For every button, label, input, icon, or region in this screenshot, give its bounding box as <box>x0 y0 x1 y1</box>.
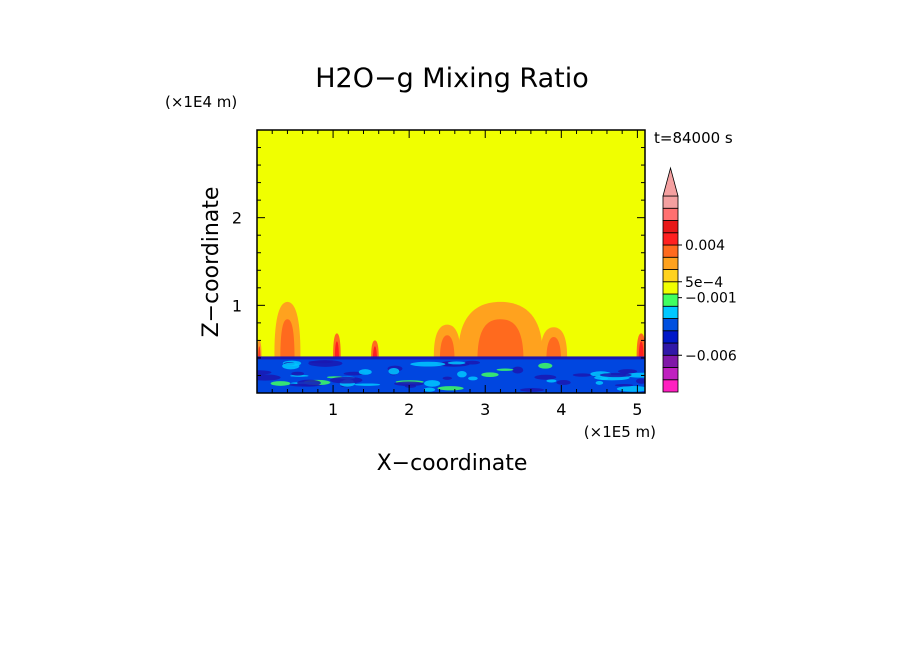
boundary-layer-streak <box>423 387 436 392</box>
boundary-layer-streak <box>538 362 553 369</box>
plume-core-6 <box>546 337 562 360</box>
colorbar-level <box>662 244 679 258</box>
boundary-layer-streak <box>468 376 478 381</box>
colorbar-label: 0.004 <box>685 238 725 254</box>
colorbar: 0.004 5e−4−0.001 −0.006 <box>662 166 737 393</box>
colorbar-level <box>662 256 679 270</box>
y-scale-label: (×1E4 m) <box>165 93 237 111</box>
colorbar-level <box>662 318 679 332</box>
boundary-layer-streak <box>354 383 381 386</box>
boundary-layer-streak <box>442 376 453 380</box>
colorbar-level <box>662 220 679 234</box>
colorbar-level <box>662 379 679 393</box>
boundary-layer-streak <box>599 377 609 380</box>
x-tick-label: 5 <box>632 400 642 419</box>
boundary-layer-streak <box>358 369 372 375</box>
boundary-layer-streak <box>635 378 645 384</box>
plot-frame <box>256 129 646 394</box>
x-axis-label: X−coordinate <box>377 451 528 476</box>
chart-title: H2O−g Mixing Ratio <box>315 63 589 94</box>
y-tick-label: 2 <box>232 209 242 228</box>
boundary-layer-streak <box>625 372 645 378</box>
colorbar-level <box>662 305 679 319</box>
boundary-layer-streak <box>599 372 632 378</box>
colorbar-level <box>662 281 679 295</box>
x-tick-label: 1 <box>328 400 338 419</box>
boundary-layer-streak <box>496 368 514 371</box>
colorbar-label: −0.001 <box>685 291 737 307</box>
boundary-layer-streak <box>424 380 441 387</box>
colorbar-extend-arrow <box>662 166 679 197</box>
boundary-layer-streak <box>572 373 592 377</box>
colorbar-level <box>662 195 679 209</box>
boundary-layer-streak <box>512 366 524 374</box>
colorbar-level <box>662 269 679 283</box>
boundary-layer-streak <box>556 380 571 385</box>
colorbar-level <box>662 207 679 221</box>
colorbar-level <box>662 342 679 356</box>
y-axis-label: Z−coordinate <box>199 187 224 338</box>
boundary-layer-streak <box>457 370 467 378</box>
boundary-layer-streak <box>270 381 291 386</box>
boundary-layer-streak <box>257 374 281 381</box>
boundary-layer-streak <box>308 360 334 364</box>
boundary-layer-streak <box>404 384 417 388</box>
colorbar-label: −0.006 <box>685 348 737 364</box>
colorbar-level <box>662 367 679 381</box>
boundary-layer-streak <box>616 386 645 392</box>
plume-core-1 <box>280 319 295 360</box>
colorbar-level <box>662 232 679 246</box>
x-tick-label: 4 <box>556 400 566 419</box>
boundary-layer-streak <box>329 376 363 384</box>
colorbar-level <box>662 293 679 307</box>
boundary-layer-streak <box>595 380 604 385</box>
x-tick-label: 3 <box>480 400 490 419</box>
plume-core-4 <box>439 335 455 360</box>
time-label: t=84000 s <box>654 129 733 147</box>
boundary-layer-streak <box>291 371 305 376</box>
x-tick-label: 2 <box>404 400 414 419</box>
boundary-layer-streak <box>481 372 499 378</box>
boundary-layer-top <box>257 356 645 360</box>
x-scale-label: (×1E5 m) <box>584 423 656 441</box>
boundary-layer-streak <box>282 362 300 370</box>
plume-core-2 <box>334 341 339 360</box>
axis-ticks: 1 2 3 4 5 1 2 <box>232 130 645 419</box>
boundary-layer-streak <box>618 369 638 374</box>
boundary-layer-streak <box>437 386 464 391</box>
plume-core-7 <box>638 341 644 360</box>
boundary-layer-streak <box>614 384 634 387</box>
colorbar-level <box>662 330 679 344</box>
boundary-layer-streak <box>464 360 481 365</box>
boundary-layer-streak <box>394 381 424 387</box>
y-tick-label: 1 <box>232 296 242 315</box>
boundary-layer-streak <box>519 388 545 392</box>
boundary-layer-streak <box>410 361 446 367</box>
plume-core-5 <box>477 319 524 360</box>
plot-field <box>257 130 645 393</box>
boundary-layer-streak <box>447 361 466 365</box>
boundary-layer-streak <box>388 367 400 375</box>
boundary-layer-streak <box>534 374 557 380</box>
colorbar-level <box>662 354 679 368</box>
boundary-layer-streak <box>257 370 272 375</box>
boundary-layer-streak <box>546 379 557 383</box>
boundary-layer-streak <box>297 379 321 387</box>
colorbar-label: 5e−4 <box>685 275 723 291</box>
